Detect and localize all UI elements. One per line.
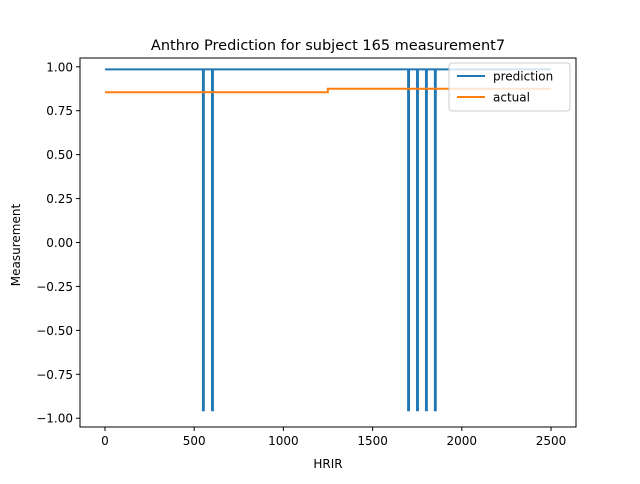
x-tick-label: 1500 [357, 434, 388, 448]
y-tick-label: 0.00 [46, 236, 73, 250]
series-layer [104, 68, 552, 412]
series-line-prediction [104, 68, 552, 412]
y-tick-label: −1.00 [36, 412, 73, 426]
legend-label-prediction: prediction [493, 70, 553, 84]
axes-layer: 0 500 1000 1500 2000 2500 1.00 0.75 0.50 0.25 0.00… [36, 57, 577, 448]
x-tick-label: 500 [183, 434, 206, 448]
y-axis-label: Measurement [9, 204, 23, 287]
chart-title: Anthro Prediction for subject 165 measur… [151, 38, 505, 54]
series-line-actual [104, 87, 552, 94]
x-axis-label: HRIR [313, 457, 342, 471]
legend: prediction actual [448, 62, 571, 112]
y-tick-label: 0.75 [46, 104, 73, 118]
y-tick-label: 1.00 [46, 60, 73, 74]
y-tick-label: 0.50 [46, 148, 73, 162]
y-tick-label: −0.75 [36, 368, 73, 382]
x-tick-label: 2000 [447, 434, 478, 448]
y-tick-label: −0.50 [36, 324, 73, 338]
legend-label-actual: actual [493, 91, 530, 105]
y-tick-label: −0.25 [36, 280, 73, 294]
y-tick-label: 0.25 [46, 192, 73, 206]
x-tick-label: 2500 [536, 434, 567, 448]
x-tick-label: 1000 [268, 434, 299, 448]
x-tick-label: 0 [101, 434, 109, 448]
